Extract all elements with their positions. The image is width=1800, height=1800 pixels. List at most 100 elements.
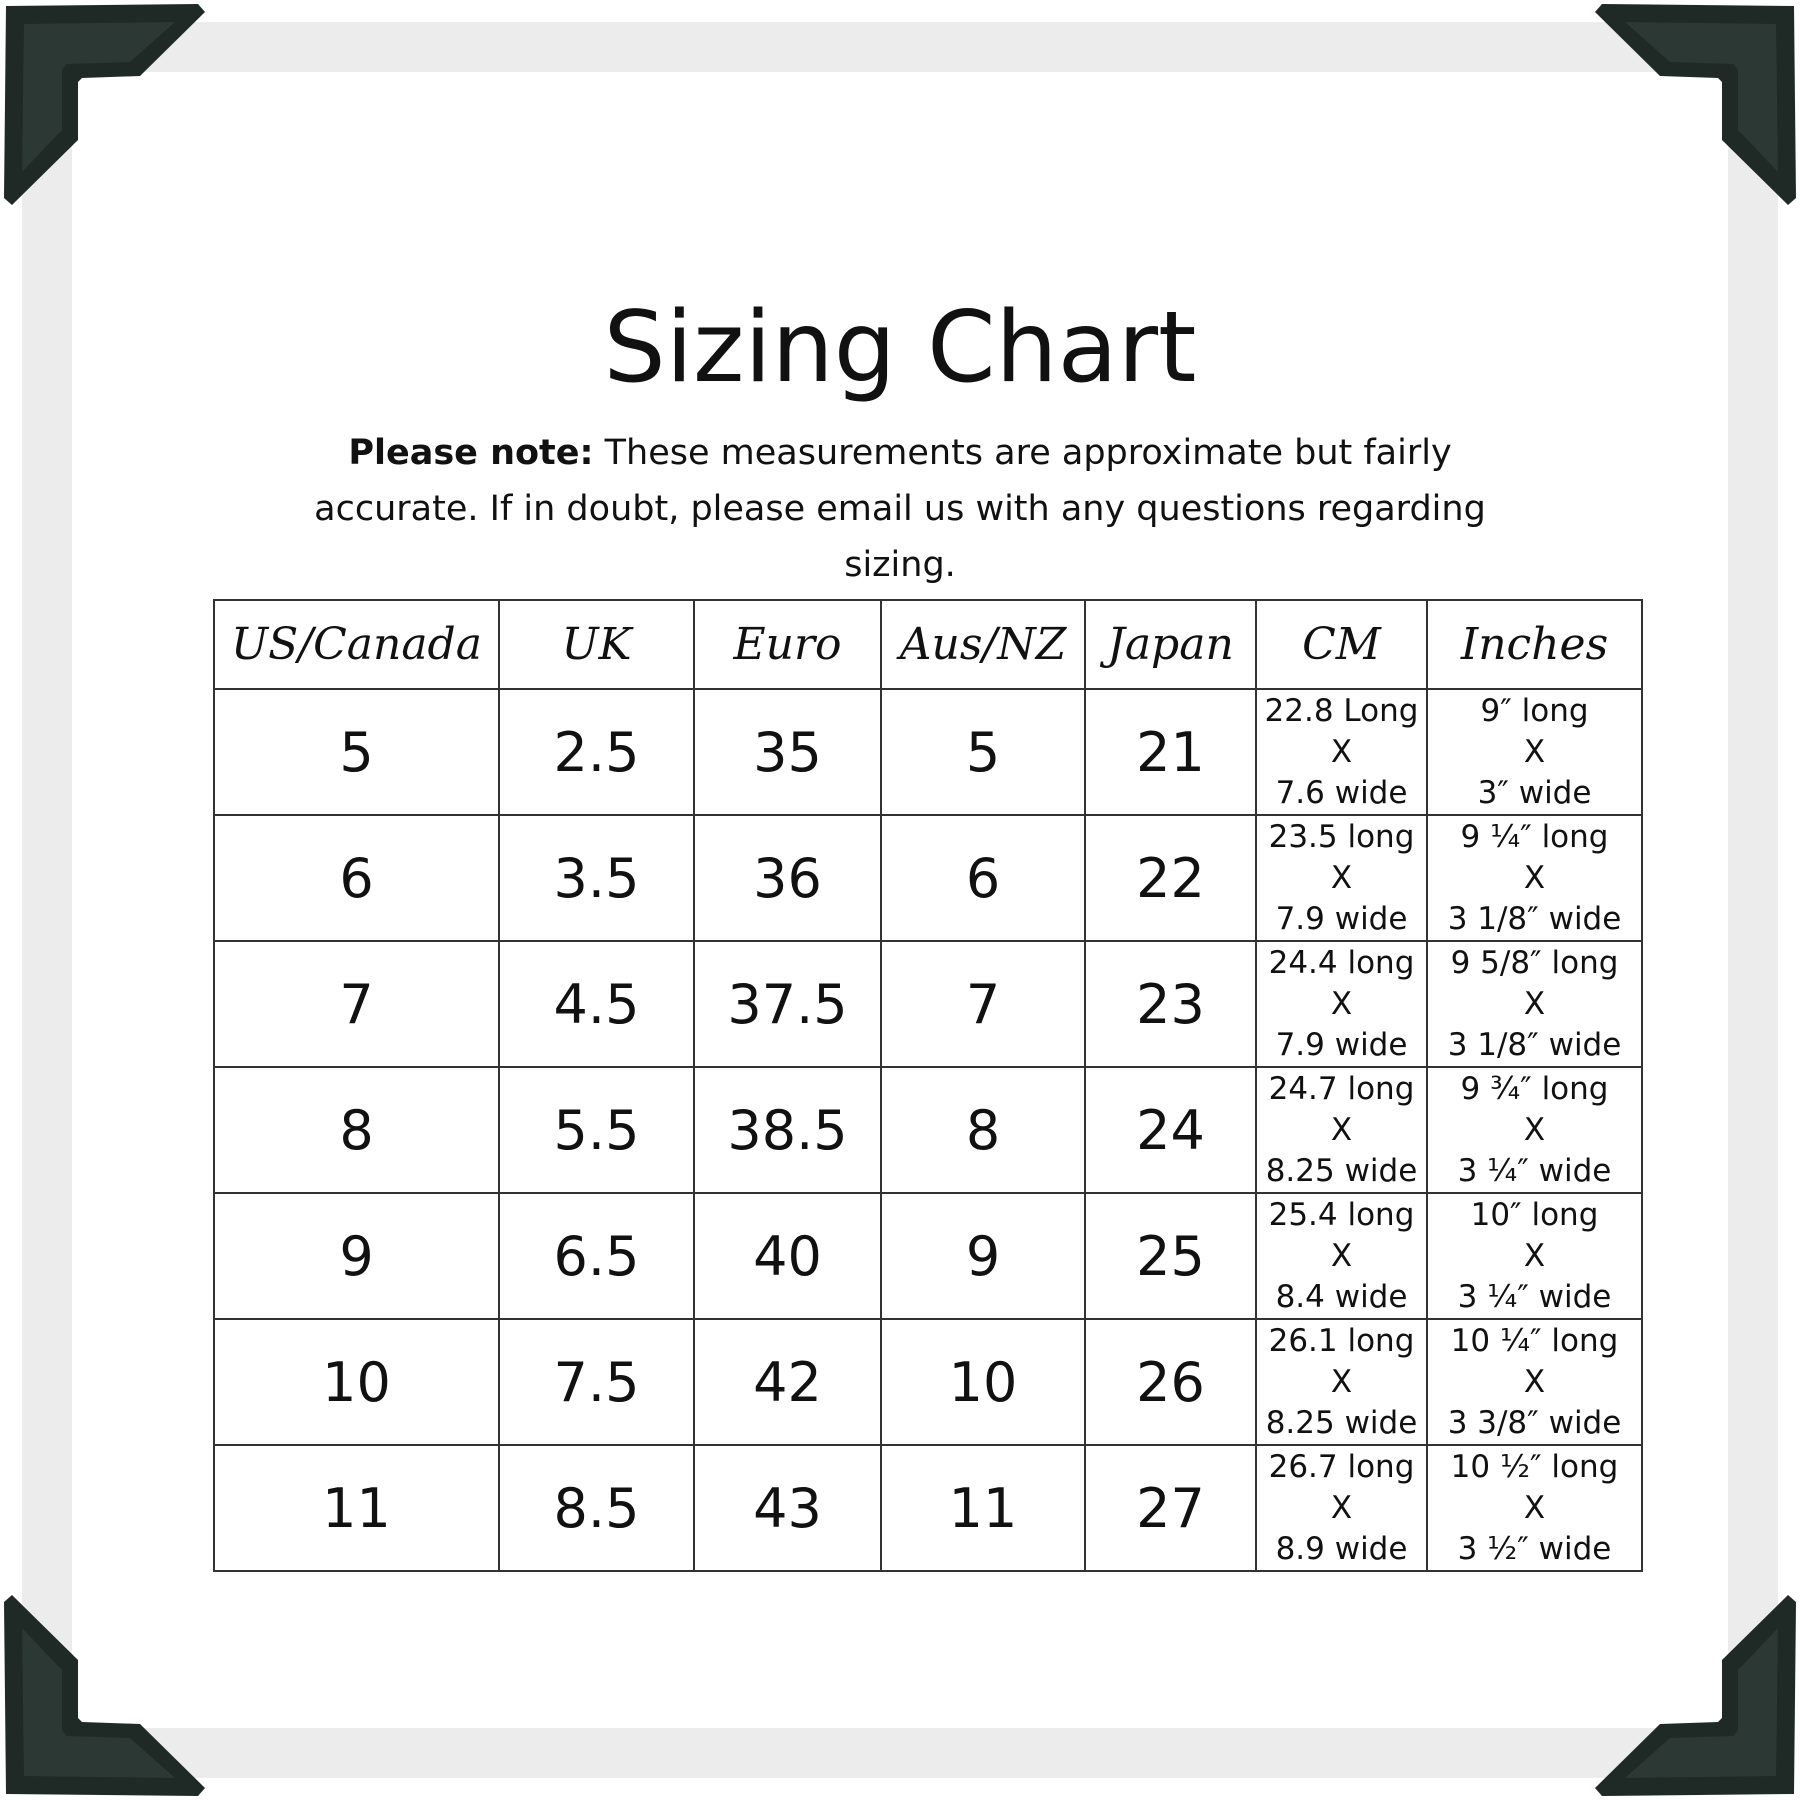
cell-cm-line: 7.6 wide [1275, 774, 1408, 811]
cell-aus: 6 [880, 814, 1086, 942]
page-title: Sizing Chart [603, 290, 1197, 405]
cell-in-line: 3 3/8″ wide [1447, 1404, 1622, 1441]
cell-cm-line: 8.25 wide [1265, 1404, 1418, 1441]
cell-cm-line: 7.9 wide [1275, 1026, 1408, 1063]
cell-in-line: 9 ¼″ long [1460, 818, 1609, 855]
table-row: 10 7.5 42 10 26 26.1 long X 8.25 wide 10 ¼″ long… [213, 1318, 1643, 1446]
cell-japan: 24 [1084, 1066, 1257, 1194]
cell-us: 11 [213, 1444, 500, 1572]
column-header: CM [1255, 599, 1428, 690]
cell-aus: 11 [880, 1444, 1086, 1572]
photo-corner-icon [0, 0, 210, 210]
cell-us: 7 [213, 940, 500, 1068]
cell-in: 10″ long X 3 ¼″ wide [1426, 1192, 1643, 1320]
photo-corner-icon [1590, 1590, 1800, 1800]
cell-uk: 6.5 [498, 1192, 695, 1320]
cell-uk: 5.5 [498, 1066, 695, 1194]
cell-in-line: 10″ long [1470, 1196, 1599, 1233]
cell-in-line: X [1523, 985, 1546, 1022]
column-header: Euro [693, 599, 882, 690]
cell-in: 10 ½″ long X 3 ½″ wide [1426, 1444, 1643, 1572]
cell-aus: 9 [880, 1192, 1086, 1320]
cell-in: 9 ¾″ long X 3 ¼″ wide [1426, 1066, 1643, 1194]
column-header: Inches [1426, 599, 1643, 690]
cell-cm-line: 23.5 long [1268, 818, 1415, 855]
cell-cm-line: 26.7 long [1268, 1448, 1415, 1485]
cell-euro: 37.5 [693, 940, 882, 1068]
cell-cm: 26.1 long X 8.25 wide [1255, 1318, 1428, 1446]
cell-cm: 22.8 Long X 7.6 wide [1255, 688, 1428, 816]
cell-euro: 38.5 [693, 1066, 882, 1194]
cell-cm-line: X [1330, 1237, 1353, 1274]
cell-cm: 23.5 long X 7.9 wide [1255, 814, 1428, 942]
cell-euro: 42 [693, 1318, 882, 1446]
cell-cm: 24.4 long X 7.9 wide [1255, 940, 1428, 1068]
cell-in-line: X [1523, 733, 1546, 770]
sizing-table: US/Canada UK Euro Aus/NZ Japan CM Inches 5 2.5 3… [213, 599, 1643, 1572]
cell-us: 9 [213, 1192, 500, 1320]
column-header: Japan [1084, 599, 1257, 690]
cell-cm: 25.4 long X 8.4 wide [1255, 1192, 1428, 1320]
table-row: 9 6.5 40 9 25 25.4 long X 8.4 wide 10″ long X 3 ¼″… [213, 1192, 1643, 1320]
cell-cm-line: 24.7 long [1268, 1070, 1415, 1107]
cell-in-line: X [1523, 1111, 1546, 1148]
cell-cm-line: X [1330, 1363, 1353, 1400]
sizing-note: Please note: These measurements are appr… [280, 425, 1520, 593]
cell-in-line: X [1523, 1489, 1546, 1526]
cell-cm: 26.7 long X 8.9 wide [1255, 1444, 1428, 1572]
cell-cm: 24.7 long X 8.25 wide [1255, 1066, 1428, 1194]
note-text: These measurements are approximate but f… [314, 433, 1486, 585]
table-row: 6 3.5 36 6 22 23.5 long X 7.9 wide 9 ¼″ long X 3 1… [213, 814, 1643, 942]
cell-uk: 4.5 [498, 940, 695, 1068]
cell-uk: 2.5 [498, 688, 695, 816]
cell-japan: 26 [1084, 1318, 1257, 1446]
cell-in-line: 10 ¼″ long [1450, 1322, 1619, 1359]
cell-japan: 22 [1084, 814, 1257, 942]
cell-uk: 3.5 [498, 814, 695, 942]
cell-in-line: X [1523, 1237, 1546, 1274]
cell-in-line: 3 ¼″ wide [1457, 1278, 1612, 1315]
cell-euro: 40 [693, 1192, 882, 1320]
cell-us: 8 [213, 1066, 500, 1194]
cell-cm-line: 8.25 wide [1265, 1152, 1418, 1189]
cell-japan: 25 [1084, 1192, 1257, 1320]
table-row: 8 5.5 38.5 8 24 24.7 long X 8.25 wide 9 ¾″ long X… [213, 1066, 1643, 1194]
cell-cm-line: X [1330, 733, 1353, 770]
cell-in: 10 ¼″ long X 3 3/8″ wide [1426, 1318, 1643, 1446]
cell-in-line: 3″ wide [1477, 774, 1592, 811]
header-row: US/Canada UK Euro Aus/NZ Japan CM Inches [213, 599, 1643, 690]
cell-us: 5 [213, 688, 500, 816]
column-header: UK [498, 599, 695, 690]
cell-euro: 36 [693, 814, 882, 942]
cell-uk: 8.5 [498, 1444, 695, 1572]
column-header: Aus/NZ [880, 599, 1086, 690]
cell-in: 9″ long X 3″ wide [1426, 688, 1643, 816]
cell-in-line: 3 ½″ wide [1457, 1530, 1612, 1567]
cell-japan: 21 [1084, 688, 1257, 816]
cell-cm-line: X [1330, 1489, 1353, 1526]
cell-aus: 5 [880, 688, 1086, 816]
cell-cm-line: X [1330, 1111, 1353, 1148]
photo-corner-icon [1590, 0, 1800, 210]
cell-in-line: 3 1/8″ wide [1447, 1026, 1622, 1063]
cell-cm-line: X [1330, 859, 1353, 896]
cell-cm-line: 7.9 wide [1275, 900, 1408, 937]
cell-in-line: 3 ¼″ wide [1457, 1152, 1612, 1189]
cell-cm-line: X [1330, 985, 1353, 1022]
cell-in-line: 9 ¾″ long [1460, 1070, 1609, 1107]
cell-in-line: 3 1/8″ wide [1447, 900, 1622, 937]
table-row: 7 4.5 37.5 7 23 24.4 long X 7.9 wide 9 5/8″ long… [213, 940, 1643, 1068]
table-row: 5 2.5 35 5 21 22.8 Long X 7.6 wide 9″ long X 3″ wi… [213, 688, 1643, 816]
column-header: US/Canada [213, 599, 500, 690]
cell-cm-line: 26.1 long [1268, 1322, 1415, 1359]
cell-japan: 23 [1084, 940, 1257, 1068]
cell-in: 9 ¼″ long X 3 1/8″ wide [1426, 814, 1643, 942]
photo-corner-icon [0, 1590, 210, 1800]
cell-in-line: 10 ½″ long [1450, 1448, 1619, 1485]
cell-in-line: X [1523, 1363, 1546, 1400]
cell-us: 10 [213, 1318, 500, 1446]
cell-in-line: 9″ long [1480, 692, 1589, 729]
cell-cm-line: 8.4 wide [1275, 1278, 1408, 1315]
cell-uk: 7.5 [498, 1318, 695, 1446]
cell-in-line: 9 5/8″ long [1450, 944, 1619, 981]
